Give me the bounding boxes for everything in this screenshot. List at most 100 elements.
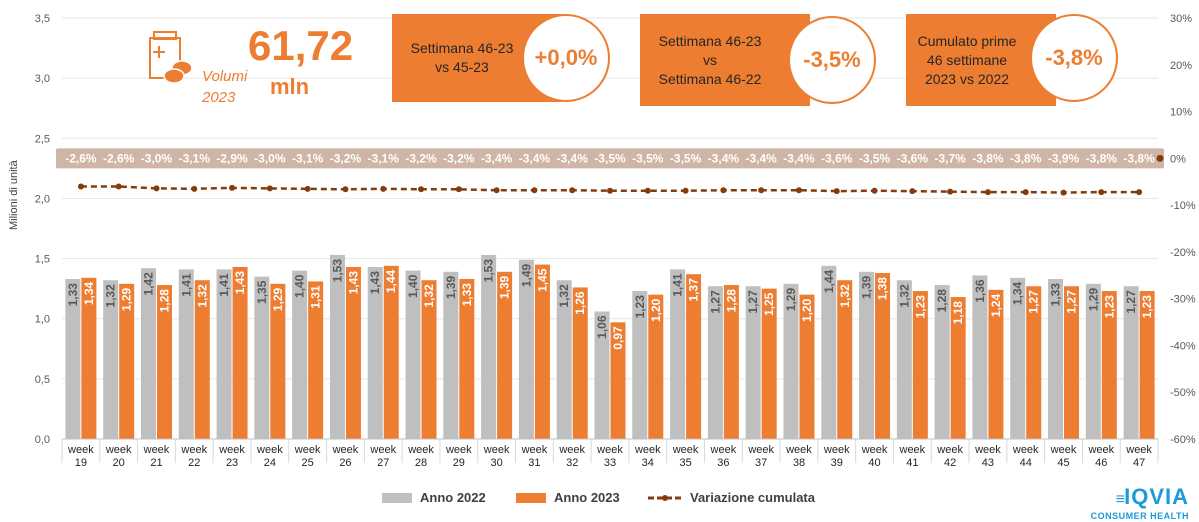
x-tick-label: week bbox=[899, 444, 926, 456]
kpi-cum-line1: Cumulato prime bbox=[917, 32, 1017, 49]
legend-item-2022: Anno 2022 bbox=[382, 490, 486, 505]
x-tick-label: 45 bbox=[1057, 457, 1069, 469]
bar-2022 bbox=[140, 268, 156, 439]
bar-2023-label: 1,43 bbox=[233, 271, 247, 295]
x-tick-label: week bbox=[218, 444, 245, 456]
bar-2022-label: 1,06 bbox=[595, 315, 609, 339]
x-tick-label: 24 bbox=[264, 457, 276, 469]
x-tick-label: week bbox=[294, 444, 321, 456]
bar-2022-label: 1,41 bbox=[179, 273, 193, 297]
logo-name: IQVIA bbox=[1124, 484, 1189, 509]
y2-tick-label: -20% bbox=[1170, 247, 1196, 259]
bar-2022 bbox=[292, 270, 308, 439]
x-tick-label: week bbox=[823, 444, 850, 456]
cumulative-label: -3,5% bbox=[632, 151, 664, 165]
bar-2022 bbox=[745, 286, 761, 439]
cumulative-point bbox=[229, 184, 236, 191]
cumulative-point bbox=[342, 186, 349, 193]
x-tick-label: week bbox=[861, 444, 888, 456]
bar-2023-label: 1,32 bbox=[195, 284, 209, 308]
bar-2022 bbox=[1048, 279, 1064, 439]
y2-tick-label: -30% bbox=[1170, 294, 1196, 306]
bar-2023 bbox=[232, 266, 248, 439]
bar-2022-label: 1,32 bbox=[897, 284, 911, 308]
bar-2022 bbox=[1123, 286, 1139, 439]
y-tick-label: 1,0 bbox=[35, 314, 50, 326]
bar-2022-label: 1,33 bbox=[1049, 283, 1063, 307]
x-tick-label: 41 bbox=[906, 457, 918, 469]
y2-tick-label: 20% bbox=[1170, 60, 1192, 72]
x-tick-label: 20 bbox=[113, 457, 125, 469]
bar-2023-label: 1,32 bbox=[838, 284, 852, 308]
cumulative-point bbox=[607, 187, 613, 194]
bar-2023 bbox=[723, 285, 739, 439]
kpi-weekly-value: +0,0% bbox=[522, 14, 610, 102]
bar-2023-label: 1,20 bbox=[649, 298, 663, 322]
cumulative-point bbox=[493, 187, 500, 194]
cumulative-point bbox=[871, 187, 878, 194]
cumulative-label: -3,8% bbox=[1010, 151, 1042, 165]
bar-2022 bbox=[405, 270, 421, 439]
bar-2023 bbox=[345, 266, 361, 439]
x-tick-label: 28 bbox=[415, 457, 427, 469]
bar-2022-label: 1,44 bbox=[822, 269, 836, 293]
cumulative-label: -3,8% bbox=[1086, 151, 1118, 165]
bar-2022 bbox=[670, 269, 686, 439]
bar-2023-label: 1,26 bbox=[573, 291, 587, 315]
bar-2022-label: 1,28 bbox=[935, 289, 949, 313]
x-tick-label: 27 bbox=[377, 457, 389, 469]
x-tick-label: 40 bbox=[868, 457, 880, 469]
bar-2023-label: 1,33 bbox=[460, 283, 474, 307]
bar-2023 bbox=[988, 289, 1004, 439]
bar-2023 bbox=[194, 280, 210, 439]
x-tick-label: 47 bbox=[1133, 457, 1145, 469]
legend-label-2022: Anno 2022 bbox=[420, 490, 486, 505]
cumulative-point bbox=[1060, 189, 1067, 196]
x-tick-label: 38 bbox=[793, 457, 805, 469]
cumulative-point bbox=[418, 186, 425, 193]
cumulative-point bbox=[909, 188, 916, 195]
bar-2022 bbox=[216, 269, 232, 439]
x-tick-label: week bbox=[710, 444, 737, 456]
bar-2023 bbox=[497, 271, 513, 439]
bar-2022-label: 1,27 bbox=[1124, 290, 1138, 314]
bar-2023-label: 1,31 bbox=[309, 285, 323, 309]
bar-2023-label: 1,23 bbox=[1102, 295, 1116, 319]
x-tick-label: week bbox=[785, 444, 812, 456]
volumi-value: 61,72 bbox=[248, 22, 354, 69]
x-tick-label: 32 bbox=[566, 457, 578, 469]
bar-2022 bbox=[707, 286, 723, 439]
bar-2022-label: 1,29 bbox=[1086, 288, 1100, 312]
x-tick-label: 25 bbox=[302, 457, 314, 469]
x-tick-label: week bbox=[483, 444, 510, 456]
cumulative-label: -3,4% bbox=[519, 151, 551, 165]
y-tick-label: 0,0 bbox=[35, 434, 50, 446]
cumulative-point bbox=[266, 185, 273, 192]
bar-2023-label: 1,39 bbox=[498, 275, 512, 299]
cumulative-point bbox=[115, 183, 122, 190]
kpi-cum-value: -3,8% bbox=[1030, 14, 1118, 102]
x-tick-label: week bbox=[369, 444, 396, 456]
cumulative-point bbox=[720, 187, 727, 194]
bar-2022-label: 1,33 bbox=[66, 283, 80, 307]
cumulative-label: -3,2% bbox=[443, 151, 475, 165]
cumulative-label: -3,1% bbox=[368, 151, 400, 165]
bar-2023-label: 1,24 bbox=[989, 294, 1003, 318]
cumulative-label: -3,0% bbox=[141, 151, 173, 165]
kpi-yoy-value: -3,5% bbox=[788, 16, 876, 104]
kpi-yoy-line2: vs bbox=[702, 51, 717, 68]
cumulative-point bbox=[758, 187, 765, 194]
bar-2023-label: 1,43 bbox=[346, 271, 360, 295]
y-tick-label: 1,5 bbox=[35, 254, 50, 266]
bar-2023 bbox=[1064, 286, 1080, 439]
bar-2022 bbox=[1085, 283, 1101, 439]
bar-2023-label: 1,18 bbox=[951, 301, 965, 325]
cumulative-point bbox=[153, 185, 160, 192]
kpi-yoy-line1: Settimana 46-23 bbox=[658, 32, 762, 49]
bar-2022 bbox=[821, 265, 837, 439]
x-tick-label: 39 bbox=[831, 457, 843, 469]
cumulative-end-marker bbox=[1156, 154, 1164, 162]
cumulative-label: -3,6% bbox=[897, 151, 929, 165]
bar-2022-label: 1,36 bbox=[973, 279, 987, 303]
cumulative-label: -3,6% bbox=[821, 151, 853, 165]
